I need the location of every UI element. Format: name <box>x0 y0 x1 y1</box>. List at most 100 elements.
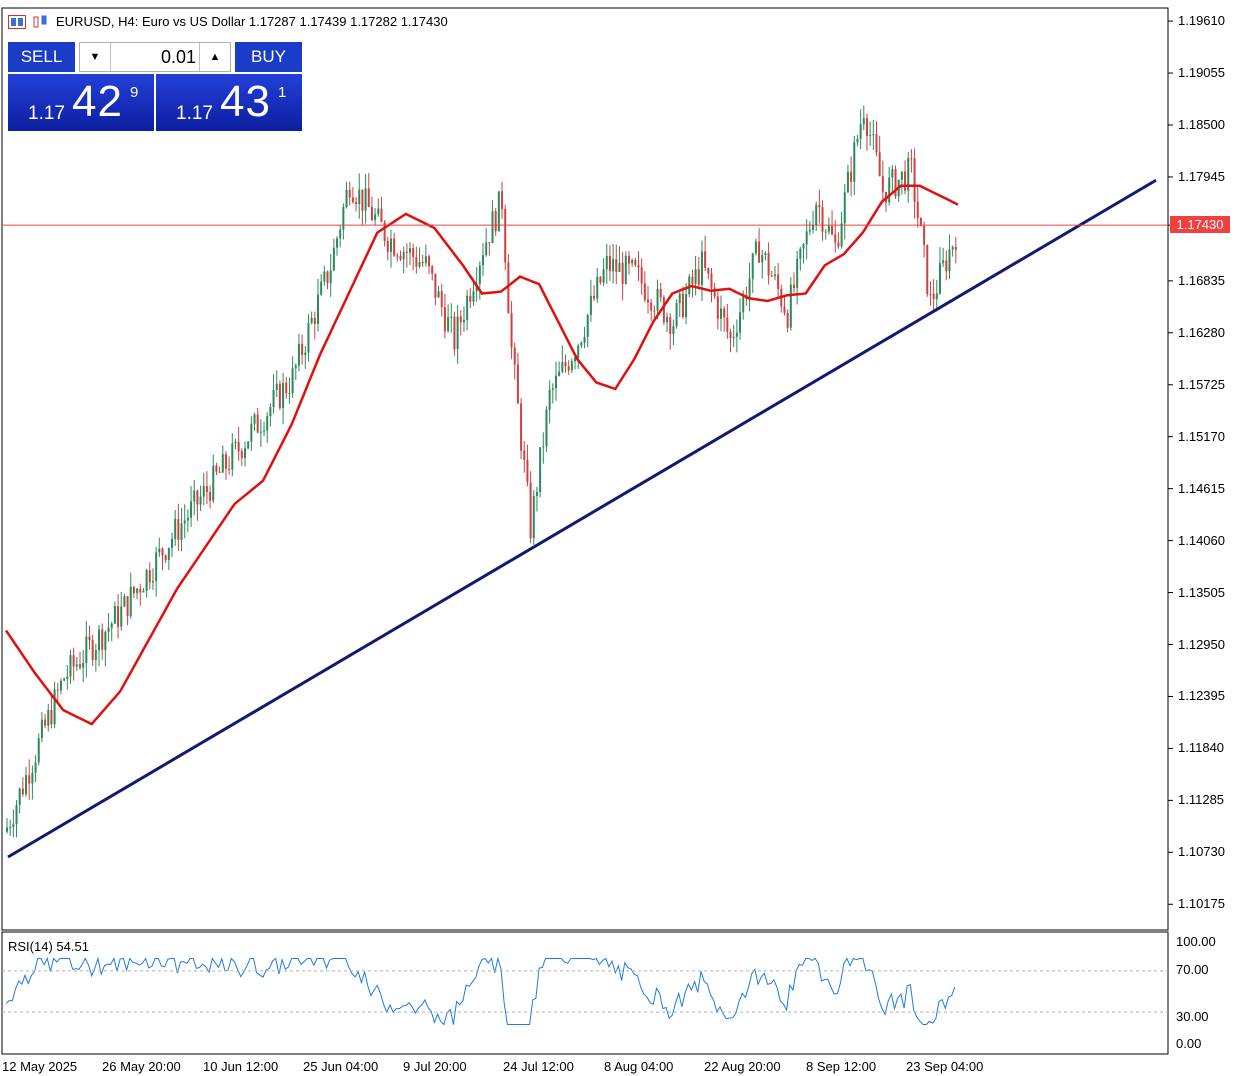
candle-body <box>69 655 72 677</box>
price-tick: 1.12395 <box>1178 688 1225 704</box>
buy-button[interactable]: BUY <box>235 42 302 72</box>
candles-group <box>6 105 957 838</box>
rsi-frame <box>1 931 1169 1055</box>
candles-icon[interactable] <box>32 15 50 29</box>
candle-body <box>453 316 456 350</box>
sell-price-main: 42 <box>72 77 123 126</box>
candle-body <box>593 295 596 299</box>
candle-body <box>85 636 88 663</box>
candle-body <box>63 678 66 681</box>
moving-average <box>4 184 959 726</box>
candle-body <box>545 409 548 447</box>
candle-body <box>151 581 154 583</box>
candle-body <box>259 431 262 433</box>
candle-body <box>792 284 795 289</box>
candle-body <box>167 547 170 560</box>
candle-body <box>183 520 186 524</box>
candle-body <box>72 655 75 667</box>
candle-body <box>735 332 738 337</box>
sell-price-sup: 9 <box>130 84 139 101</box>
candle-body <box>643 283 646 300</box>
candle-body <box>926 244 929 294</box>
trendline[interactable] <box>7 178 1157 859</box>
candle-body <box>59 680 62 691</box>
candle-body <box>117 606 120 627</box>
candle-body <box>945 260 948 272</box>
candle-body <box>501 191 504 209</box>
candle-body <box>469 295 472 302</box>
candle-body <box>891 169 894 178</box>
candle-body <box>907 158 910 191</box>
candle-body <box>678 293 681 304</box>
candle-body <box>761 254 764 263</box>
candle-body <box>110 623 113 628</box>
candle-body <box>954 246 957 250</box>
candle-body <box>326 271 329 284</box>
candle-body <box>120 606 123 627</box>
candle-body <box>199 496 202 505</box>
candle-body <box>174 518 177 539</box>
buy-price[interactable]: 1.17 43 1 <box>156 74 302 131</box>
sell-price-prefix: 1.17 <box>28 103 65 124</box>
candle-body <box>158 548 161 553</box>
candle-body <box>409 248 412 253</box>
candle-body <box>605 255 608 270</box>
candle-body <box>367 188 370 207</box>
candle-body <box>6 827 8 832</box>
candle-body <box>228 468 231 470</box>
candle-body <box>101 629 104 650</box>
candle-body <box>669 317 672 334</box>
lot-increase-icon[interactable]: ▲ <box>199 43 230 71</box>
candle-body <box>694 269 697 284</box>
candle-body <box>729 331 732 339</box>
buy-price-prefix: 1.17 <box>176 103 213 124</box>
time-tick: 8 Sep 12:00 <box>806 1059 877 1074</box>
current-price-tag: 1.17430 <box>1170 216 1230 234</box>
candle-body <box>282 382 285 408</box>
candle-body <box>491 211 494 244</box>
candle-body <box>25 775 28 795</box>
lot-decrease-icon[interactable]: ▼ <box>80 43 111 71</box>
candle-body <box>234 441 237 444</box>
candle-body <box>56 689 59 691</box>
candle-body <box>466 295 469 320</box>
candle-body <box>812 225 815 230</box>
candle-body <box>421 262 424 264</box>
sell-button[interactable]: SELL <box>8 42 75 72</box>
sell-price[interactable]: 1.17 42 9 <box>8 74 154 131</box>
candle-body <box>186 517 189 521</box>
candle-body <box>310 317 313 323</box>
candle-body <box>380 208 383 223</box>
chart-window-icon[interactable] <box>8 14 26 29</box>
candle-body <box>662 297 665 323</box>
candle-body <box>532 495 535 539</box>
candle-body <box>589 295 592 315</box>
candle-body <box>482 255 484 266</box>
lot-size-field[interactable]: ▼ 0.01 ▲ <box>79 42 231 72</box>
candle-body <box>888 177 891 203</box>
candle-body <box>247 441 250 449</box>
candle-body <box>164 555 167 560</box>
candle-body <box>12 824 15 828</box>
candle-body <box>523 450 526 460</box>
lot-value[interactable]: 0.01 <box>160 47 196 67</box>
candle-body <box>218 471 221 473</box>
candle-body <box>34 762 37 773</box>
candle-body <box>513 347 516 365</box>
candle-body <box>244 448 246 458</box>
candle-body <box>272 390 275 408</box>
candle-body <box>301 343 304 356</box>
time-tick: 25 Jun 04:00 <box>303 1059 379 1074</box>
candle-body <box>393 238 396 256</box>
candle-body <box>370 206 373 221</box>
candle-body <box>865 118 868 137</box>
candle-body <box>47 709 50 726</box>
candle-body <box>726 317 729 332</box>
candle-body <box>608 255 611 272</box>
candle-body <box>440 291 443 308</box>
candle-body <box>878 152 881 177</box>
candle-body <box>666 317 669 323</box>
price-tick: 1.13505 <box>1178 584 1225 600</box>
candle-body <box>919 217 922 226</box>
